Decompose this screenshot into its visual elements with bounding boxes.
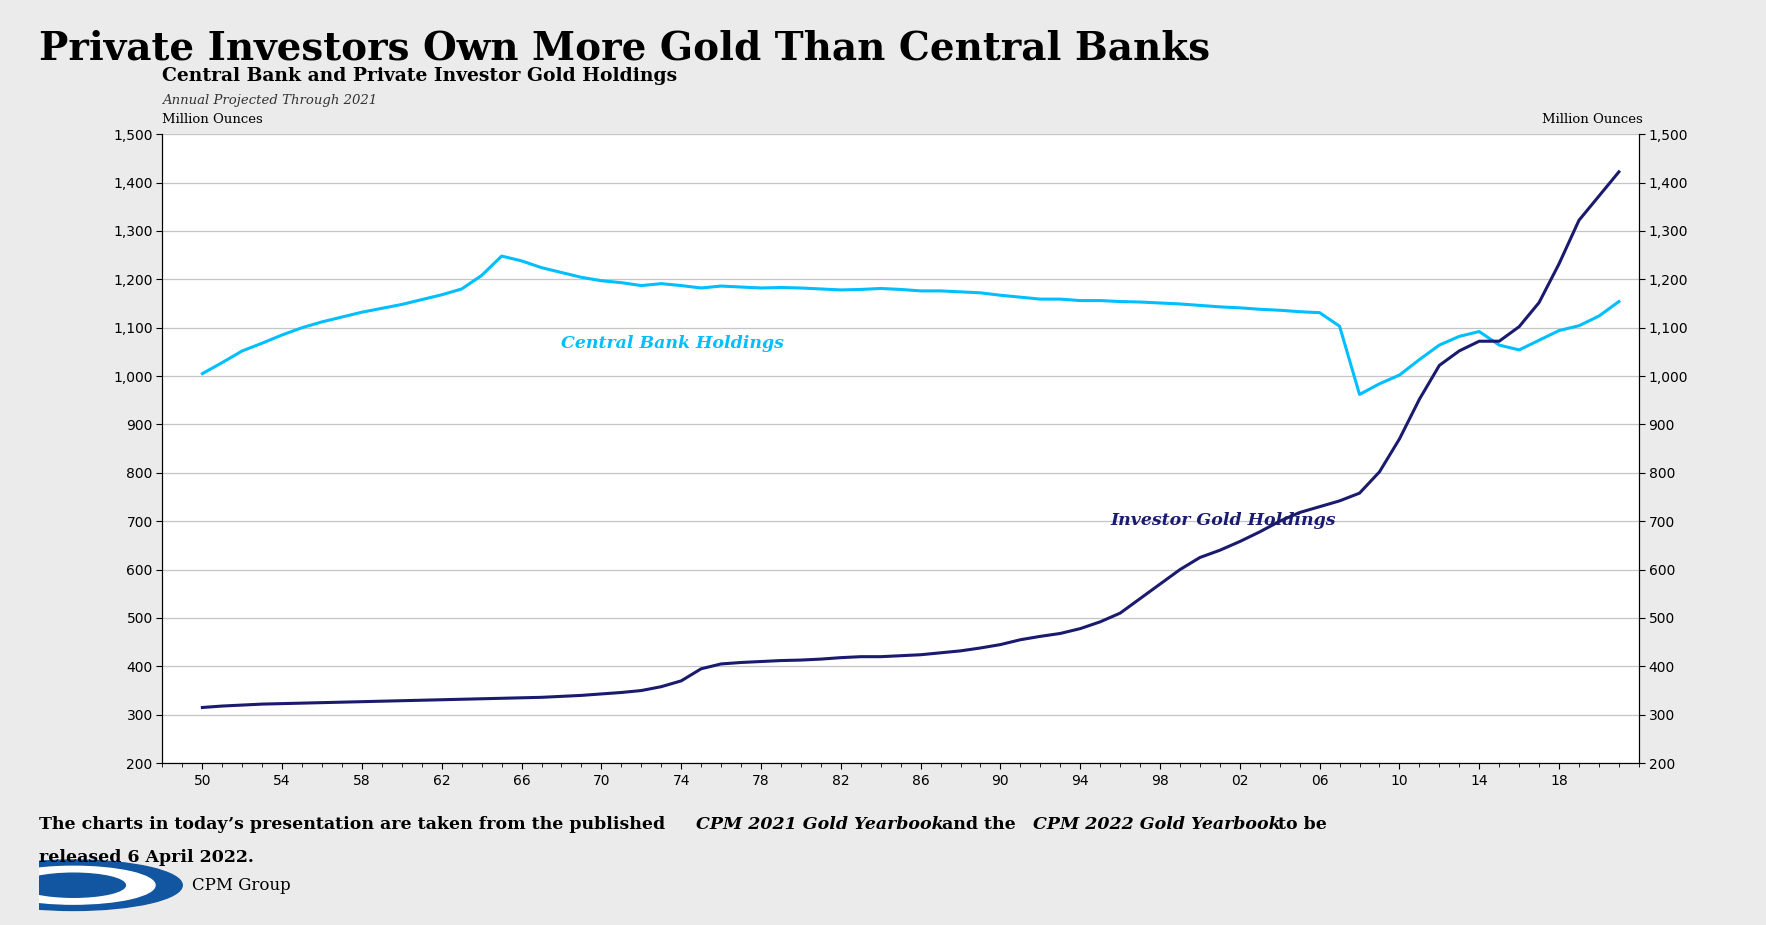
Text: Million Ounces: Million Ounces [1542,113,1642,126]
Text: Annual Projected Through 2021: Annual Projected Through 2021 [162,94,378,107]
Text: The charts in today’s presentation are taken from the published: The charts in today’s presentation are t… [39,816,671,832]
Text: to be: to be [1272,816,1326,832]
Text: Million Ounces: Million Ounces [162,113,263,126]
Text: Central Bank and Private Investor Gold Holdings: Central Bank and Private Investor Gold H… [162,68,678,85]
Text: and the: and the [936,816,1023,832]
Text: CPM Group: CPM Group [192,877,291,894]
Text: Investor Gold Holdings: Investor Gold Holdings [1111,512,1335,529]
Circle shape [0,867,155,904]
Circle shape [0,860,182,910]
Text: CPM 2022 Gold Yearbook: CPM 2022 Gold Yearbook [1033,816,1280,832]
Text: CPM 2021 Gold Yearbook: CPM 2021 Gold Yearbook [696,816,943,832]
Circle shape [21,873,125,897]
Text: released 6 April 2022.: released 6 April 2022. [39,849,254,866]
Text: Private Investors Own More Gold Than Central Banks: Private Investors Own More Gold Than Cen… [39,30,1210,68]
Text: Central Bank Holdings: Central Bank Holdings [562,335,784,352]
